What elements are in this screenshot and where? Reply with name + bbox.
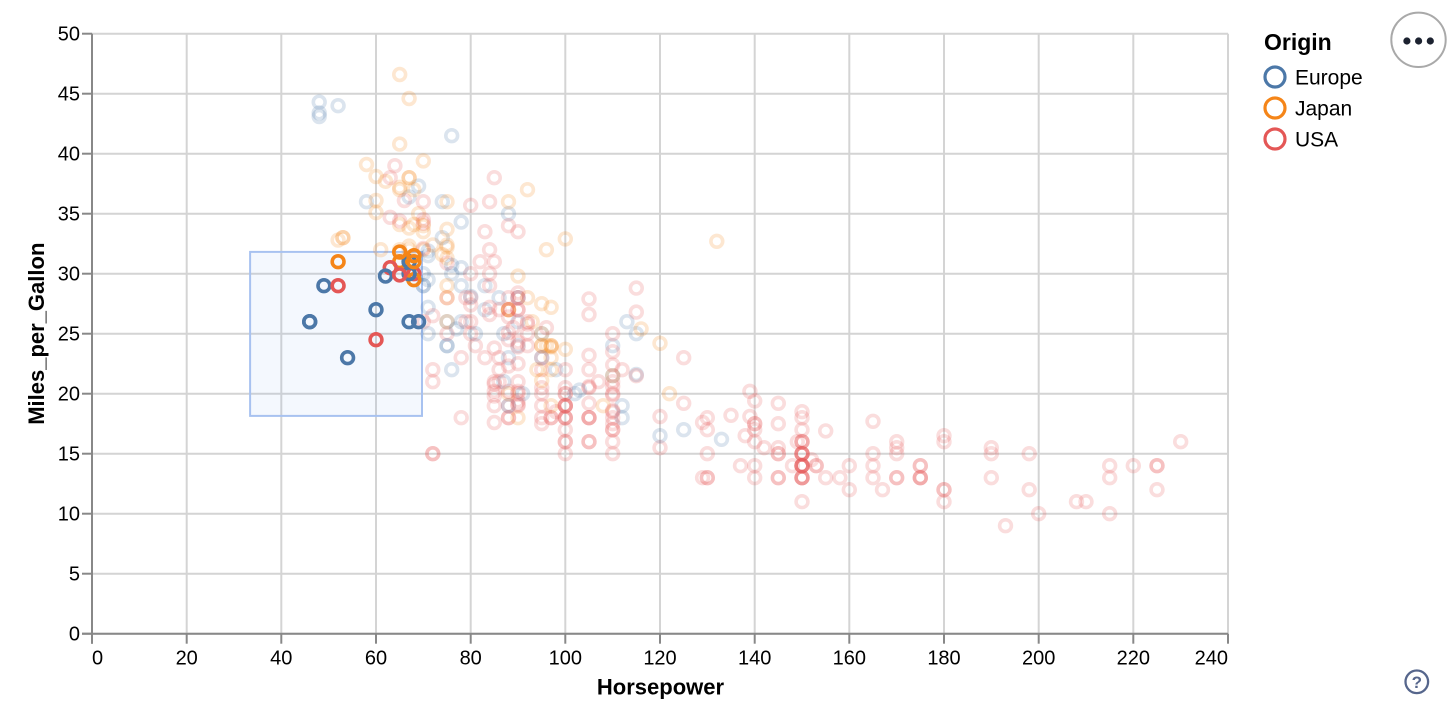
svg-text:140: 140 [738,648,771,670]
svg-text:5: 5 [69,564,80,586]
svg-text:180: 180 [927,648,960,670]
svg-text:50: 50 [58,24,80,46]
svg-text:USA: USA [1295,129,1338,152]
svg-text:220: 220 [1117,648,1150,670]
svg-text:120: 120 [643,648,676,670]
svg-text:Europe: Europe [1295,67,1363,90]
svg-text:20: 20 [176,648,198,670]
svg-text:Japan: Japan [1295,98,1352,121]
svg-text:Horsepower: Horsepower [597,675,725,700]
svg-text:0: 0 [92,648,103,670]
svg-text:60: 60 [365,648,387,670]
svg-text:100: 100 [549,648,582,670]
svg-text:40: 40 [58,144,80,166]
svg-text:?: ? [1412,673,1422,692]
svg-text:Origin: Origin [1264,29,1332,55]
svg-text:Miles_per_Gallon: Miles_per_Gallon [24,243,49,425]
svg-text:35: 35 [58,204,80,226]
svg-text:10: 10 [58,504,80,526]
svg-text:15: 15 [58,444,80,466]
svg-text:25: 25 [58,324,80,346]
svg-text:160: 160 [833,648,866,670]
svg-text:30: 30 [58,264,80,286]
svg-text:45: 45 [58,84,80,106]
svg-text:40: 40 [270,648,292,670]
svg-text:20: 20 [58,384,80,406]
svg-text:0: 0 [69,624,80,646]
svg-text:80: 80 [460,648,482,670]
svg-text:240: 240 [1195,648,1228,670]
svg-text:200: 200 [1022,648,1055,670]
